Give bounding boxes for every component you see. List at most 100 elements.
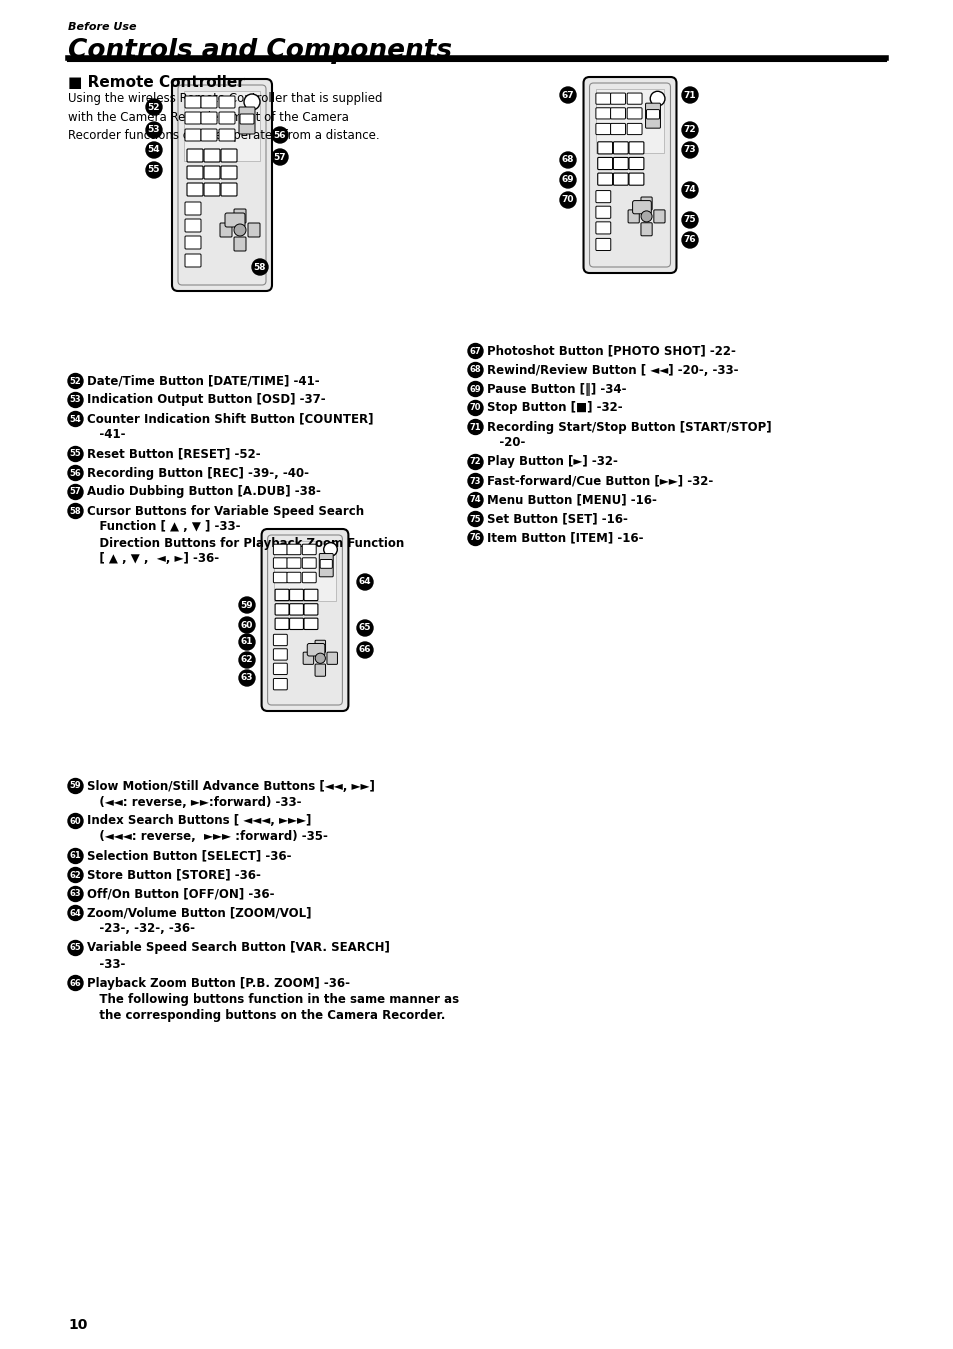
FancyBboxPatch shape: [304, 618, 317, 630]
FancyBboxPatch shape: [596, 123, 610, 135]
FancyBboxPatch shape: [274, 618, 289, 630]
Text: [ ▲ , ▼ ,  ◄, ►] -36-: [ ▲ , ▼ , ◄, ►] -36-: [87, 553, 219, 565]
Text: 73: 73: [683, 146, 696, 155]
FancyBboxPatch shape: [219, 130, 234, 142]
Text: 70: 70: [561, 196, 574, 205]
FancyBboxPatch shape: [204, 183, 220, 196]
Text: 62: 62: [240, 656, 253, 665]
FancyBboxPatch shape: [645, 103, 659, 128]
Circle shape: [681, 86, 698, 103]
Text: Selection Button [SELECT] -36-: Selection Button [SELECT] -36-: [87, 850, 292, 862]
FancyBboxPatch shape: [596, 190, 610, 202]
Text: Date/Time Button [DATE/TIME] -41-: Date/Time Button [DATE/TIME] -41-: [87, 375, 319, 387]
Text: Play Button [►] -32-: Play Button [►] -32-: [486, 456, 618, 468]
FancyBboxPatch shape: [626, 108, 641, 119]
Text: 58: 58: [253, 263, 266, 271]
Circle shape: [68, 778, 83, 793]
FancyBboxPatch shape: [302, 557, 315, 568]
Text: Playback Zoom Button [P.B. ZOOM] -36-: Playback Zoom Button [P.B. ZOOM] -36-: [87, 977, 350, 990]
FancyBboxPatch shape: [240, 115, 253, 124]
Text: Cursor Buttons for Variable Speed Search: Cursor Buttons for Variable Speed Search: [87, 505, 364, 518]
Circle shape: [68, 849, 83, 863]
FancyBboxPatch shape: [220, 223, 232, 237]
FancyBboxPatch shape: [598, 173, 612, 185]
Text: 54: 54: [70, 414, 81, 424]
Text: 74: 74: [683, 186, 696, 194]
FancyBboxPatch shape: [274, 604, 289, 615]
Text: 10: 10: [68, 1318, 88, 1331]
FancyBboxPatch shape: [613, 158, 628, 170]
Circle shape: [68, 813, 83, 828]
Text: 72: 72: [683, 125, 696, 135]
Text: Function [ ▲ , ▼ ] -33-: Function [ ▲ , ▼ ] -33-: [87, 521, 240, 533]
Text: Direction Buttons for Playback Zoom Function: Direction Buttons for Playback Zoom Func…: [87, 537, 404, 549]
Text: (◄◄◄: reverse,  ►►► :forward) -35-: (◄◄◄: reverse, ►►► :forward) -35-: [87, 831, 328, 843]
Text: Stop Button [■] -32-: Stop Button [■] -32-: [486, 402, 622, 414]
Circle shape: [272, 148, 288, 165]
Text: 69: 69: [561, 175, 574, 185]
FancyBboxPatch shape: [185, 219, 201, 232]
FancyBboxPatch shape: [274, 541, 336, 600]
Text: Store Button [STORE] -36-: Store Button [STORE] -36-: [87, 869, 260, 881]
Circle shape: [68, 867, 83, 882]
Text: 63: 63: [240, 673, 253, 683]
FancyBboxPatch shape: [653, 210, 664, 223]
FancyBboxPatch shape: [290, 590, 303, 600]
Text: 68: 68: [561, 155, 574, 165]
Circle shape: [356, 642, 373, 658]
FancyBboxPatch shape: [274, 649, 287, 660]
Text: Item Button [ITEM] -16-: Item Button [ITEM] -16-: [486, 532, 643, 545]
FancyBboxPatch shape: [598, 142, 612, 154]
Circle shape: [681, 232, 698, 248]
Circle shape: [681, 142, 698, 158]
Circle shape: [239, 652, 254, 668]
Circle shape: [650, 92, 664, 107]
FancyBboxPatch shape: [320, 560, 332, 568]
Text: -23-, -32-, -36-: -23-, -32-, -36-: [87, 923, 194, 935]
Circle shape: [239, 598, 254, 612]
Circle shape: [314, 653, 325, 664]
Circle shape: [239, 670, 254, 687]
FancyBboxPatch shape: [221, 148, 236, 162]
Circle shape: [468, 382, 482, 397]
FancyBboxPatch shape: [596, 93, 610, 104]
FancyBboxPatch shape: [185, 236, 201, 250]
Text: Counter Indication Shift Button [COUNTER]: Counter Indication Shift Button [COUNTER…: [87, 413, 374, 425]
FancyBboxPatch shape: [184, 90, 260, 161]
Circle shape: [68, 886, 83, 901]
Text: 75: 75: [469, 514, 481, 523]
Text: 64: 64: [70, 908, 81, 917]
FancyBboxPatch shape: [248, 223, 260, 237]
FancyBboxPatch shape: [303, 652, 314, 664]
Text: Using the wireless Remote Controller that is supplied
with the Camera Recorder, : Using the wireless Remote Controller tha…: [68, 92, 382, 142]
FancyBboxPatch shape: [610, 123, 625, 135]
FancyBboxPatch shape: [290, 604, 303, 615]
Circle shape: [146, 142, 162, 158]
Circle shape: [146, 121, 162, 138]
FancyBboxPatch shape: [646, 109, 659, 119]
Circle shape: [640, 210, 652, 223]
FancyBboxPatch shape: [185, 96, 201, 108]
Text: Audio Dubbing Button [A.DUB] -38-: Audio Dubbing Button [A.DUB] -38-: [87, 486, 320, 499]
FancyBboxPatch shape: [596, 108, 610, 119]
Text: 76: 76: [683, 236, 696, 244]
FancyBboxPatch shape: [290, 618, 303, 630]
Text: Fast-forward/Cue Button [►►] -32-: Fast-forward/Cue Button [►►] -32-: [486, 475, 713, 487]
Text: Indication Output Button [OSD] -37-: Indication Output Button [OSD] -37-: [87, 394, 325, 406]
FancyBboxPatch shape: [187, 148, 203, 162]
FancyBboxPatch shape: [185, 112, 201, 124]
Text: 71: 71: [683, 90, 696, 100]
FancyBboxPatch shape: [307, 643, 325, 656]
FancyBboxPatch shape: [304, 590, 317, 600]
Text: 69: 69: [469, 384, 481, 394]
Circle shape: [356, 575, 373, 590]
FancyBboxPatch shape: [287, 572, 300, 583]
FancyBboxPatch shape: [596, 206, 610, 219]
FancyBboxPatch shape: [204, 148, 220, 162]
Circle shape: [468, 530, 482, 545]
Circle shape: [559, 192, 576, 208]
Text: Menu Button [MENU] -16-: Menu Button [MENU] -16-: [486, 494, 657, 506]
Circle shape: [252, 259, 268, 275]
FancyBboxPatch shape: [613, 142, 628, 154]
FancyBboxPatch shape: [261, 529, 348, 711]
